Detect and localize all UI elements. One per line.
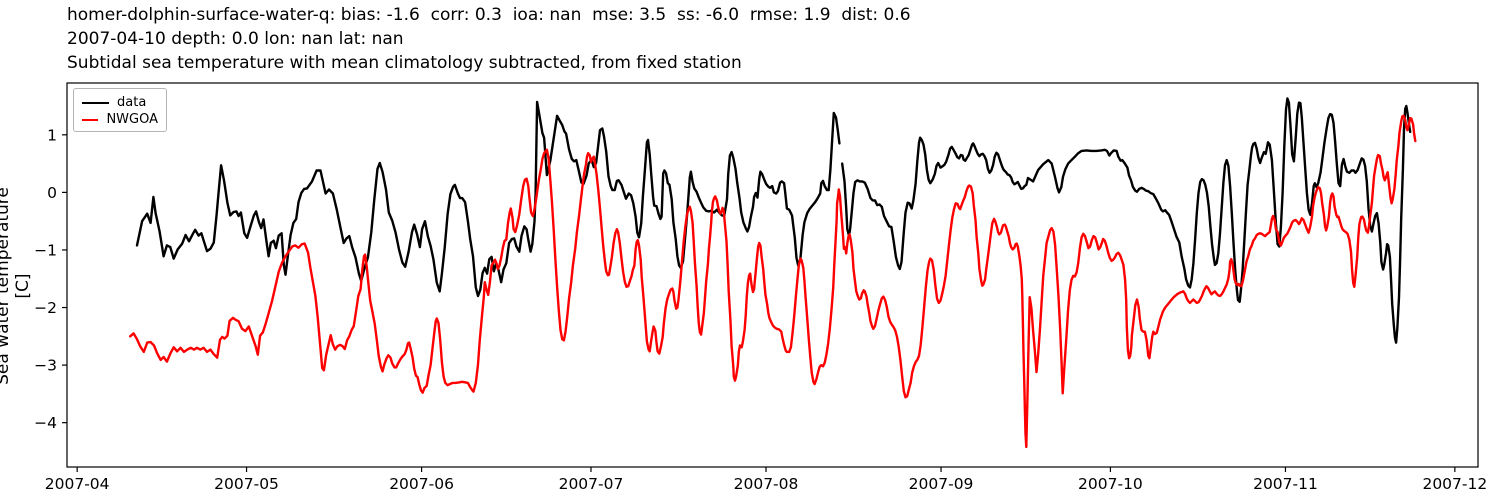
x-tick-label: 2007-07 xyxy=(559,475,624,493)
x-tick-label: 2007-05 xyxy=(214,475,279,493)
series-data xyxy=(135,100,841,298)
legend-line-sample-red xyxy=(82,118,99,121)
y-tick-label: 1 xyxy=(47,126,57,144)
title-description-line: Subtidal sea temperature with mean clima… xyxy=(67,53,742,73)
legend-line-sample-black xyxy=(82,101,109,104)
axes-frame xyxy=(66,82,1479,468)
legend: data NWGOA xyxy=(73,88,167,132)
y-axis-label: Sea water temperature [C] xyxy=(0,187,33,385)
title-meta-line: 2007-04-10 depth: 0.0 lon: nan lat: nan xyxy=(67,29,404,49)
legend-label: data xyxy=(117,95,147,110)
x-tick-label: 2007-08 xyxy=(734,475,799,493)
legend-item-nwgoa: NWGOA xyxy=(82,111,158,128)
x-tick-label: 2007-06 xyxy=(389,475,454,493)
legend-item-data: data xyxy=(82,94,158,111)
x-tick-label: 2007-11 xyxy=(1253,475,1318,493)
y-tick-label: −3 xyxy=(34,357,57,375)
series-NWGOA xyxy=(128,114,1417,449)
legend-label: NWGOA xyxy=(106,112,158,127)
x-tick-label: 2007-12 xyxy=(1422,475,1487,493)
x-tick-label: 2007-09 xyxy=(909,475,974,493)
y-tick-label: −2 xyxy=(34,299,57,317)
x-tick-label: 2007-04 xyxy=(45,475,110,493)
title-stats-line: homer-dolphin-surface-water-q: bias: -1.… xyxy=(67,5,911,25)
y-tick-label: −4 xyxy=(34,414,57,432)
y-tick-label: 0 xyxy=(47,184,57,202)
series-data xyxy=(841,97,1412,344)
y-tick-label: −1 xyxy=(34,241,57,259)
x-tick-label: 2007-10 xyxy=(1078,475,1143,493)
chart-title: homer-dolphin-surface-water-q: bias: -1.… xyxy=(67,3,911,75)
